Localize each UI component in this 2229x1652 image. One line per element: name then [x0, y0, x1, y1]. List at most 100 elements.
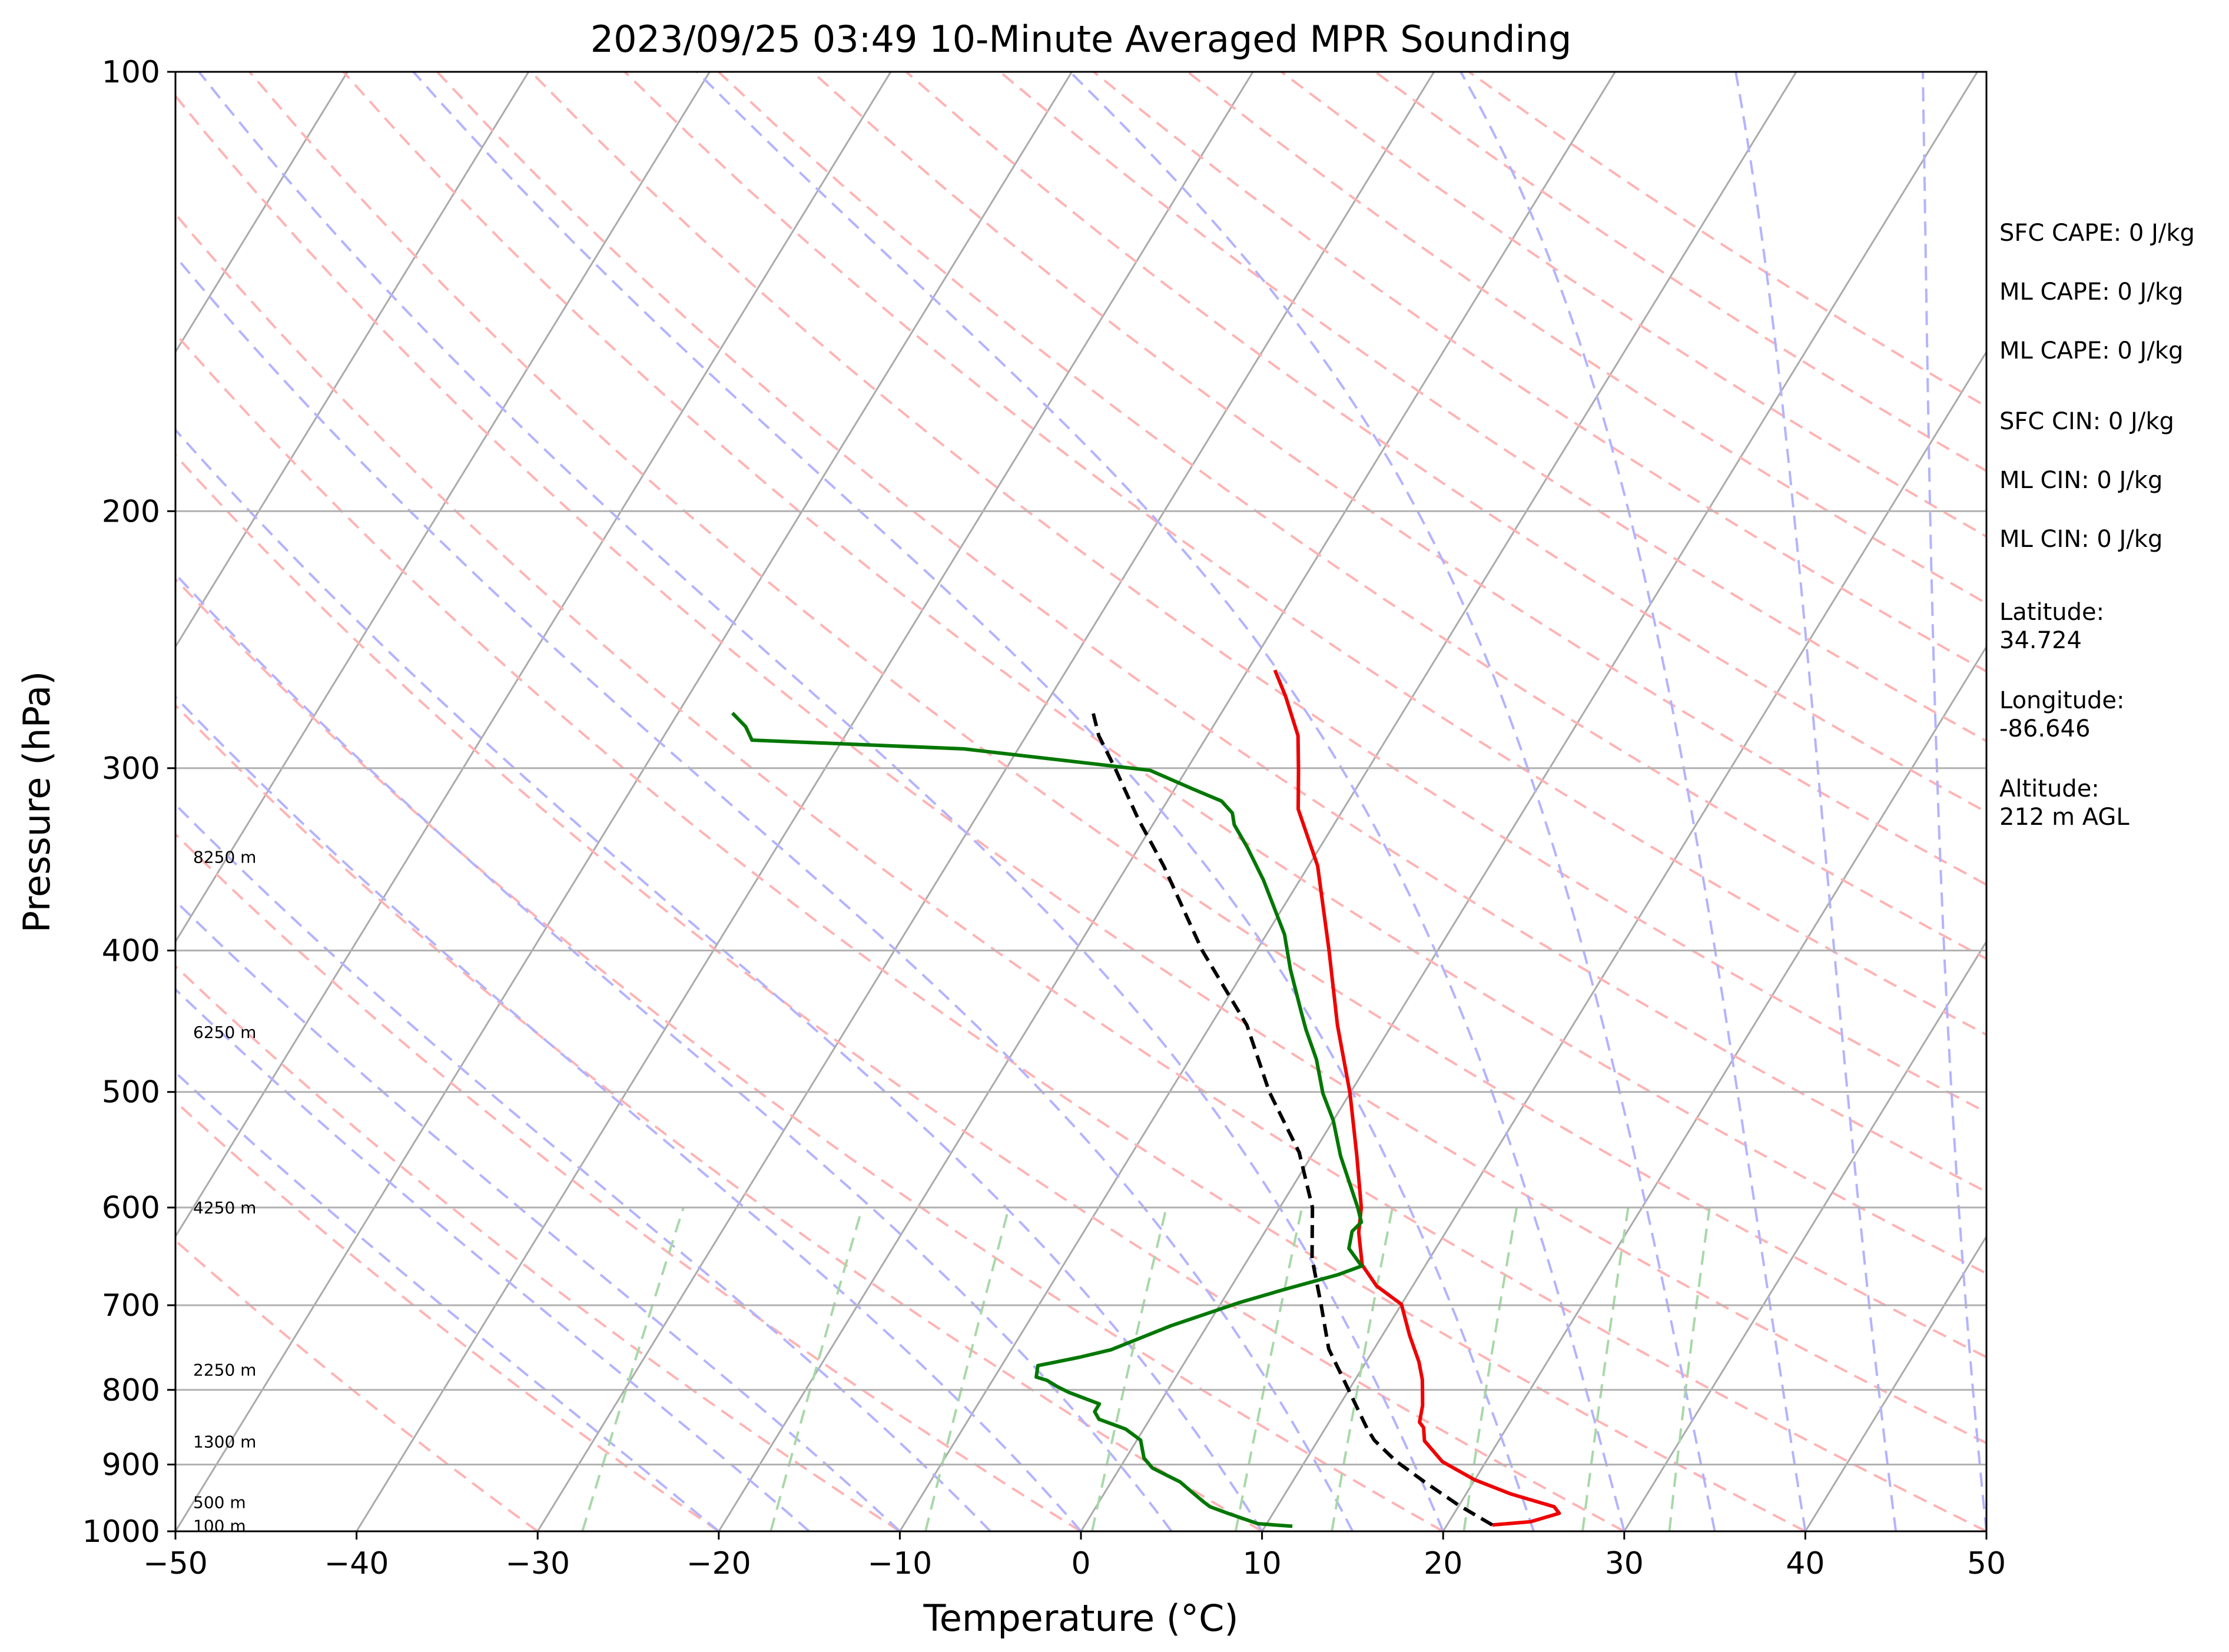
mixing-ratio-line [1581, 1207, 1630, 1531]
mixing-ratio-line [581, 1207, 685, 1531]
moist-adiabat-line [175, 695, 1082, 1531]
sfc-cape-text: SFC CAPE: 0 J/kg [1999, 220, 2195, 247]
chart-title: 2023/09/25 03:49 10-Minute Averaged MPR … [591, 18, 1572, 61]
dry-adiabat-line [718, 72, 1986, 960]
x-axis-label: Temperature (°C) [923, 1597, 1238, 1640]
x-tick-label: 40 [1786, 1546, 1825, 1581]
dry-adiabat-line [175, 94, 1986, 1445]
y-tick-label: 600 [102, 1190, 160, 1226]
moist-adiabat-line [175, 254, 1354, 1531]
x-tick-label: 50 [1967, 1546, 2006, 1581]
x-tick-label: 10 [1243, 1546, 1282, 1581]
latitude-text: Latitude: 34.724 [1999, 599, 2105, 654]
sfc-cin-text: SFC CIN: 0 J/kg [1999, 408, 2174, 435]
y-tick-label: 1000 [82, 1514, 160, 1550]
y-tick-label: 500 [102, 1075, 160, 1110]
y-tick-label: 900 [102, 1448, 160, 1483]
x-tick-label: 0 [1071, 1546, 1090, 1581]
series-group [731, 669, 1561, 1528]
height-label: 4250 m [193, 1198, 256, 1218]
moist-adiabat-line [1460, 72, 1807, 1531]
dry-adiabat-line [175, 577, 1444, 1531]
x-tick-label: 30 [1605, 1546, 1644, 1581]
dry-adiabat-line [175, 212, 1986, 1531]
dry-adiabat-line [175, 1239, 539, 1531]
isotherm-line [175, 72, 892, 1239]
moist-adiabat-line [175, 428, 1263, 1531]
dry-adiabat-line [175, 331, 1806, 1531]
y-tick-label: 300 [102, 751, 160, 787]
height-labels: 8250 m 6250 m 4250 m 2250 m 1300 m 500 m 100 m [193, 847, 256, 1535]
moist-adiabat-line [198, 72, 1445, 1531]
isotherm-line [175, 72, 1073, 1531]
ml-cape-text: ML CAPE: 0 J/kg [1999, 278, 2184, 306]
dry-adiabat-line [999, 72, 1986, 743]
mixing-ratio-line [1090, 1207, 1168, 1531]
height-label: 500 m [193, 1492, 246, 1512]
isotherm-line [356, 72, 1254, 1531]
height-label: 100 m [193, 1516, 246, 1535]
dry-adiabat-line [248, 72, 1986, 1359]
dry-adiabat-line [175, 832, 1082, 1531]
isotherm-line [175, 72, 711, 944]
isotherm-line [536, 72, 1435, 1531]
dry-adiabat-line [905, 72, 1986, 814]
moist-adiabat-line [1734, 72, 1898, 1531]
y-tick-label: 800 [102, 1373, 160, 1408]
moist-adiabat-line [1069, 72, 1716, 1531]
dry-adiabat-line [811, 72, 1986, 886]
ml-cin-text: ML CIN: 0 J/kg [1999, 467, 2163, 494]
moist-adiabat-line [175, 987, 810, 1531]
altitude-text: Altitude: 212 m AGL [1999, 775, 2130, 831]
x-tick-label: −20 [686, 1546, 751, 1581]
mixing-ratio-line [769, 1207, 864, 1531]
isotherm-line [1261, 350, 1986, 1531]
x-tick-label: −30 [505, 1546, 570, 1581]
isotherm-line [718, 72, 1616, 1531]
series-line-1 [1273, 669, 1561, 1527]
isotherm-line [899, 72, 1797, 1531]
y-axis-label: Pressure (hPa) [15, 671, 58, 933]
dry-adiabat-line [175, 1100, 719, 1531]
x-tick-label: −10 [868, 1546, 933, 1581]
dry-adiabat-line [342, 72, 1986, 1275]
dry-adiabat-line [175, 704, 1263, 1531]
dry-adiabat-line [436, 72, 1986, 1193]
x-tick-label: 20 [1424, 1546, 1462, 1581]
moist-adiabat-line [175, 802, 991, 1531]
moist-adiabat-line [175, 572, 1173, 1531]
height-label: 8250 m [193, 847, 256, 867]
height-label: 1300 m [193, 1432, 256, 1452]
y-tick-label: 100 [102, 55, 160, 90]
plot-frame [174, 71, 1988, 1532]
pressure-gridlines [175, 72, 1986, 1531]
moist-adiabat-line [175, 899, 901, 1531]
isotherm-line [1080, 72, 1978, 1531]
height-label: 2250 m [193, 1361, 256, 1380]
isotherm-line [1442, 645, 1986, 1531]
dry-adiabat-line [175, 964, 901, 1531]
moist-adiabat-line [412, 72, 1535, 1531]
dry-adiabat-line [175, 453, 1625, 1531]
ml-cape-text-2: ML CAPE: 0 J/kg [1999, 337, 2184, 364]
background-lines [175, 72, 1986, 1531]
y-tick-label: 700 [102, 1288, 160, 1323]
isotherm-line [1623, 940, 1986, 1531]
mixing-ratio-line [1668, 1207, 1711, 1531]
height-label: 6250 m [193, 1023, 256, 1042]
ml-cin-text-2: ML CIN: 0 J/kg [1999, 526, 2163, 553]
x-tick-label: −40 [324, 1546, 389, 1581]
y-tick-label: 400 [102, 934, 160, 969]
isotherm-line [175, 72, 349, 354]
series-line-2 [731, 712, 1364, 1528]
y-tick-label: 200 [102, 494, 160, 529]
moist-adiabat-line [1922, 72, 1986, 1531]
isotherm-line [175, 72, 530, 649]
series-line-3 [1090, 708, 1494, 1527]
moist-adiabat-line [175, 1070, 720, 1531]
mixing-ratio-line [924, 1207, 1010, 1531]
x-tick-label: −50 [143, 1546, 208, 1581]
longitude-text: Longitude: -86.646 [1999, 687, 2125, 742]
